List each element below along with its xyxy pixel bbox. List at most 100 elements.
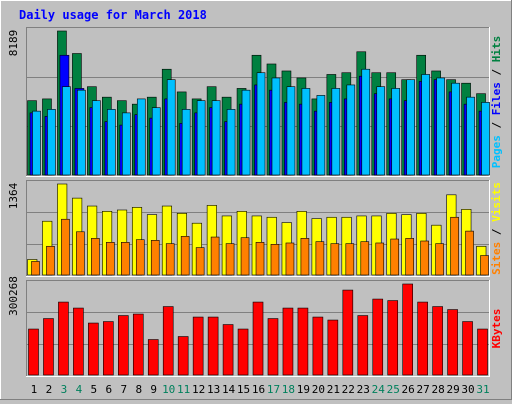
- bar-sites-day-21: [330, 243, 340, 276]
- bar-sites-day-11: [180, 236, 190, 276]
- bar-pages-day-2: [47, 109, 56, 176]
- x-tick-label-day-18: 18: [282, 383, 295, 396]
- bar-kbytes-day-19: [297, 307, 309, 376]
- bar-kbytes-day-7: [118, 315, 129, 376]
- bar-sites-day-30: [465, 230, 474, 276]
- x-tick-label-day-12: 12: [192, 383, 205, 396]
- bar-sites-day-17: [270, 244, 280, 276]
- bar-kbytes-day-9: [147, 339, 159, 376]
- bar-pages-day-7: [122, 112, 131, 176]
- legend-1: Pages / Files / Hits: [490, 36, 503, 169]
- bar-kbytes-day-20: [312, 316, 324, 376]
- x-tick-label-day-1: 1: [31, 383, 38, 396]
- bar-kbytes-day-22: [342, 289, 354, 376]
- bar-sites-day-10: [165, 243, 175, 276]
- x-tick-label-day-5: 5: [91, 383, 98, 396]
- bar-pages-day-4: [77, 89, 86, 176]
- bar-pages-day-28: [436, 77, 445, 176]
- bar-kbytes-day-18: [282, 307, 294, 376]
- bar-kbytes-day-25: [387, 300, 399, 376]
- y-max-label-1: 8189: [7, 30, 20, 57]
- legend-entry: Files: [490, 82, 503, 122]
- bar-pages-day-23: [361, 68, 371, 176]
- x-tick-label-day-26: 26: [402, 383, 415, 396]
- bar-pages-day-13: [211, 100, 221, 176]
- bar-pages-day-19: [301, 88, 311, 176]
- legend-entry: KBytes: [490, 309, 503, 349]
- bar-sites-day-19: [300, 238, 310, 276]
- bar-pages-day-10: [166, 79, 176, 176]
- bar-pages-day-11: [181, 109, 191, 176]
- bar-pages-day-21: [331, 88, 341, 176]
- legend-entry: Sites: [490, 242, 503, 275]
- y-max-label-3: 300268: [7, 276, 20, 316]
- bar-kbytes-day-28: [432, 306, 443, 376]
- bar-sites-day-8: [135, 239, 145, 276]
- legend-entry: /: [490, 122, 503, 136]
- x-tick-label-day-22: 22: [342, 383, 355, 396]
- x-tick-label-day-21: 21: [327, 383, 340, 396]
- bar-kbytes-day-15: [237, 328, 249, 376]
- bar-sites-day-31: [480, 255, 489, 276]
- bar-sites-day-24: [375, 242, 385, 276]
- bar-sites-day-2: [46, 245, 55, 276]
- bar-pages-day-25: [391, 88, 401, 176]
- bar-pages-day-22: [346, 84, 356, 176]
- x-tick-label-day-24: 24: [372, 383, 386, 396]
- bar-pages-day-31: [481, 102, 490, 176]
- bar-kbytes-day-4: [73, 307, 84, 376]
- y-max-label-2: 1364: [7, 182, 20, 209]
- x-tick-label-day-19: 19: [297, 383, 310, 396]
- bar-sites-day-6: [106, 242, 115, 276]
- bar-pages-day-12: [196, 100, 206, 176]
- x-tick-label-day-16: 16: [252, 383, 265, 396]
- bar-kbytes-day-16: [252, 301, 264, 376]
- x-tick-label-day-7: 7: [120, 383, 127, 396]
- legend-entry: Pages: [490, 135, 503, 168]
- legend-entry: /: [490, 69, 503, 83]
- bar-kbytes-day-5: [88, 322, 99, 376]
- bar-kbytes-day-14: [222, 324, 234, 376]
- legend-3: KBytes: [490, 309, 503, 349]
- bar-kbytes-day-8: [132, 313, 144, 376]
- bar-kbytes-day-6: [103, 321, 114, 376]
- legend-entry: Hits: [490, 36, 503, 69]
- x-tick-label-day-10: 10: [162, 383, 175, 396]
- bar-kbytes-day-13: [207, 316, 219, 376]
- bar-kbytes-day-12: [192, 316, 204, 376]
- bar-kbytes-day-11: [177, 336, 189, 376]
- bar-sites-day-5: [91, 238, 100, 276]
- bar-sites-day-1: [31, 261, 40, 276]
- bar-kbytes-day-1: [28, 328, 39, 376]
- bar-sites-day-4: [76, 231, 85, 276]
- bar-kbytes-day-17: [267, 318, 279, 376]
- bar-pages-day-29: [451, 82, 460, 176]
- bar-kbytes-day-26: [402, 283, 413, 376]
- bar-sites-day-27: [420, 240, 429, 276]
- bar-pages-day-17: [271, 77, 281, 176]
- bar-sites-day-15: [240, 237, 250, 276]
- bar-kbytes-day-2: [43, 318, 54, 376]
- bar-pages-day-16: [256, 72, 266, 176]
- bar-kbytes-day-21: [327, 319, 339, 376]
- bar-sites-day-13: [210, 236, 220, 276]
- bar-kbytes-day-27: [417, 301, 428, 376]
- bar-sites-day-18: [285, 242, 295, 276]
- bar-sites-day-29: [450, 216, 459, 276]
- bar-sites-day-26: [405, 238, 414, 276]
- x-tick-label-day-13: 13: [207, 383, 220, 396]
- bar-sites-day-25: [390, 238, 400, 276]
- bar-kbytes-day-23: [357, 315, 369, 376]
- x-tick-label-day-2: 2: [46, 383, 53, 396]
- bar-sites-day-3: [61, 218, 70, 276]
- x-tick-label-day-8: 8: [135, 383, 142, 396]
- bar-pages-day-15: [241, 89, 251, 176]
- bar-pages-day-5: [92, 100, 101, 176]
- x-tick-label-day-11: 11: [177, 383, 190, 396]
- legend-2: Sites / Visits: [490, 182, 503, 275]
- x-tick-label-day-9: 9: [150, 383, 157, 396]
- x-tick-label-day-15: 15: [237, 383, 250, 396]
- chart-title: Daily usage for March 2018: [19, 8, 207, 22]
- bar-pages-day-30: [466, 96, 475, 176]
